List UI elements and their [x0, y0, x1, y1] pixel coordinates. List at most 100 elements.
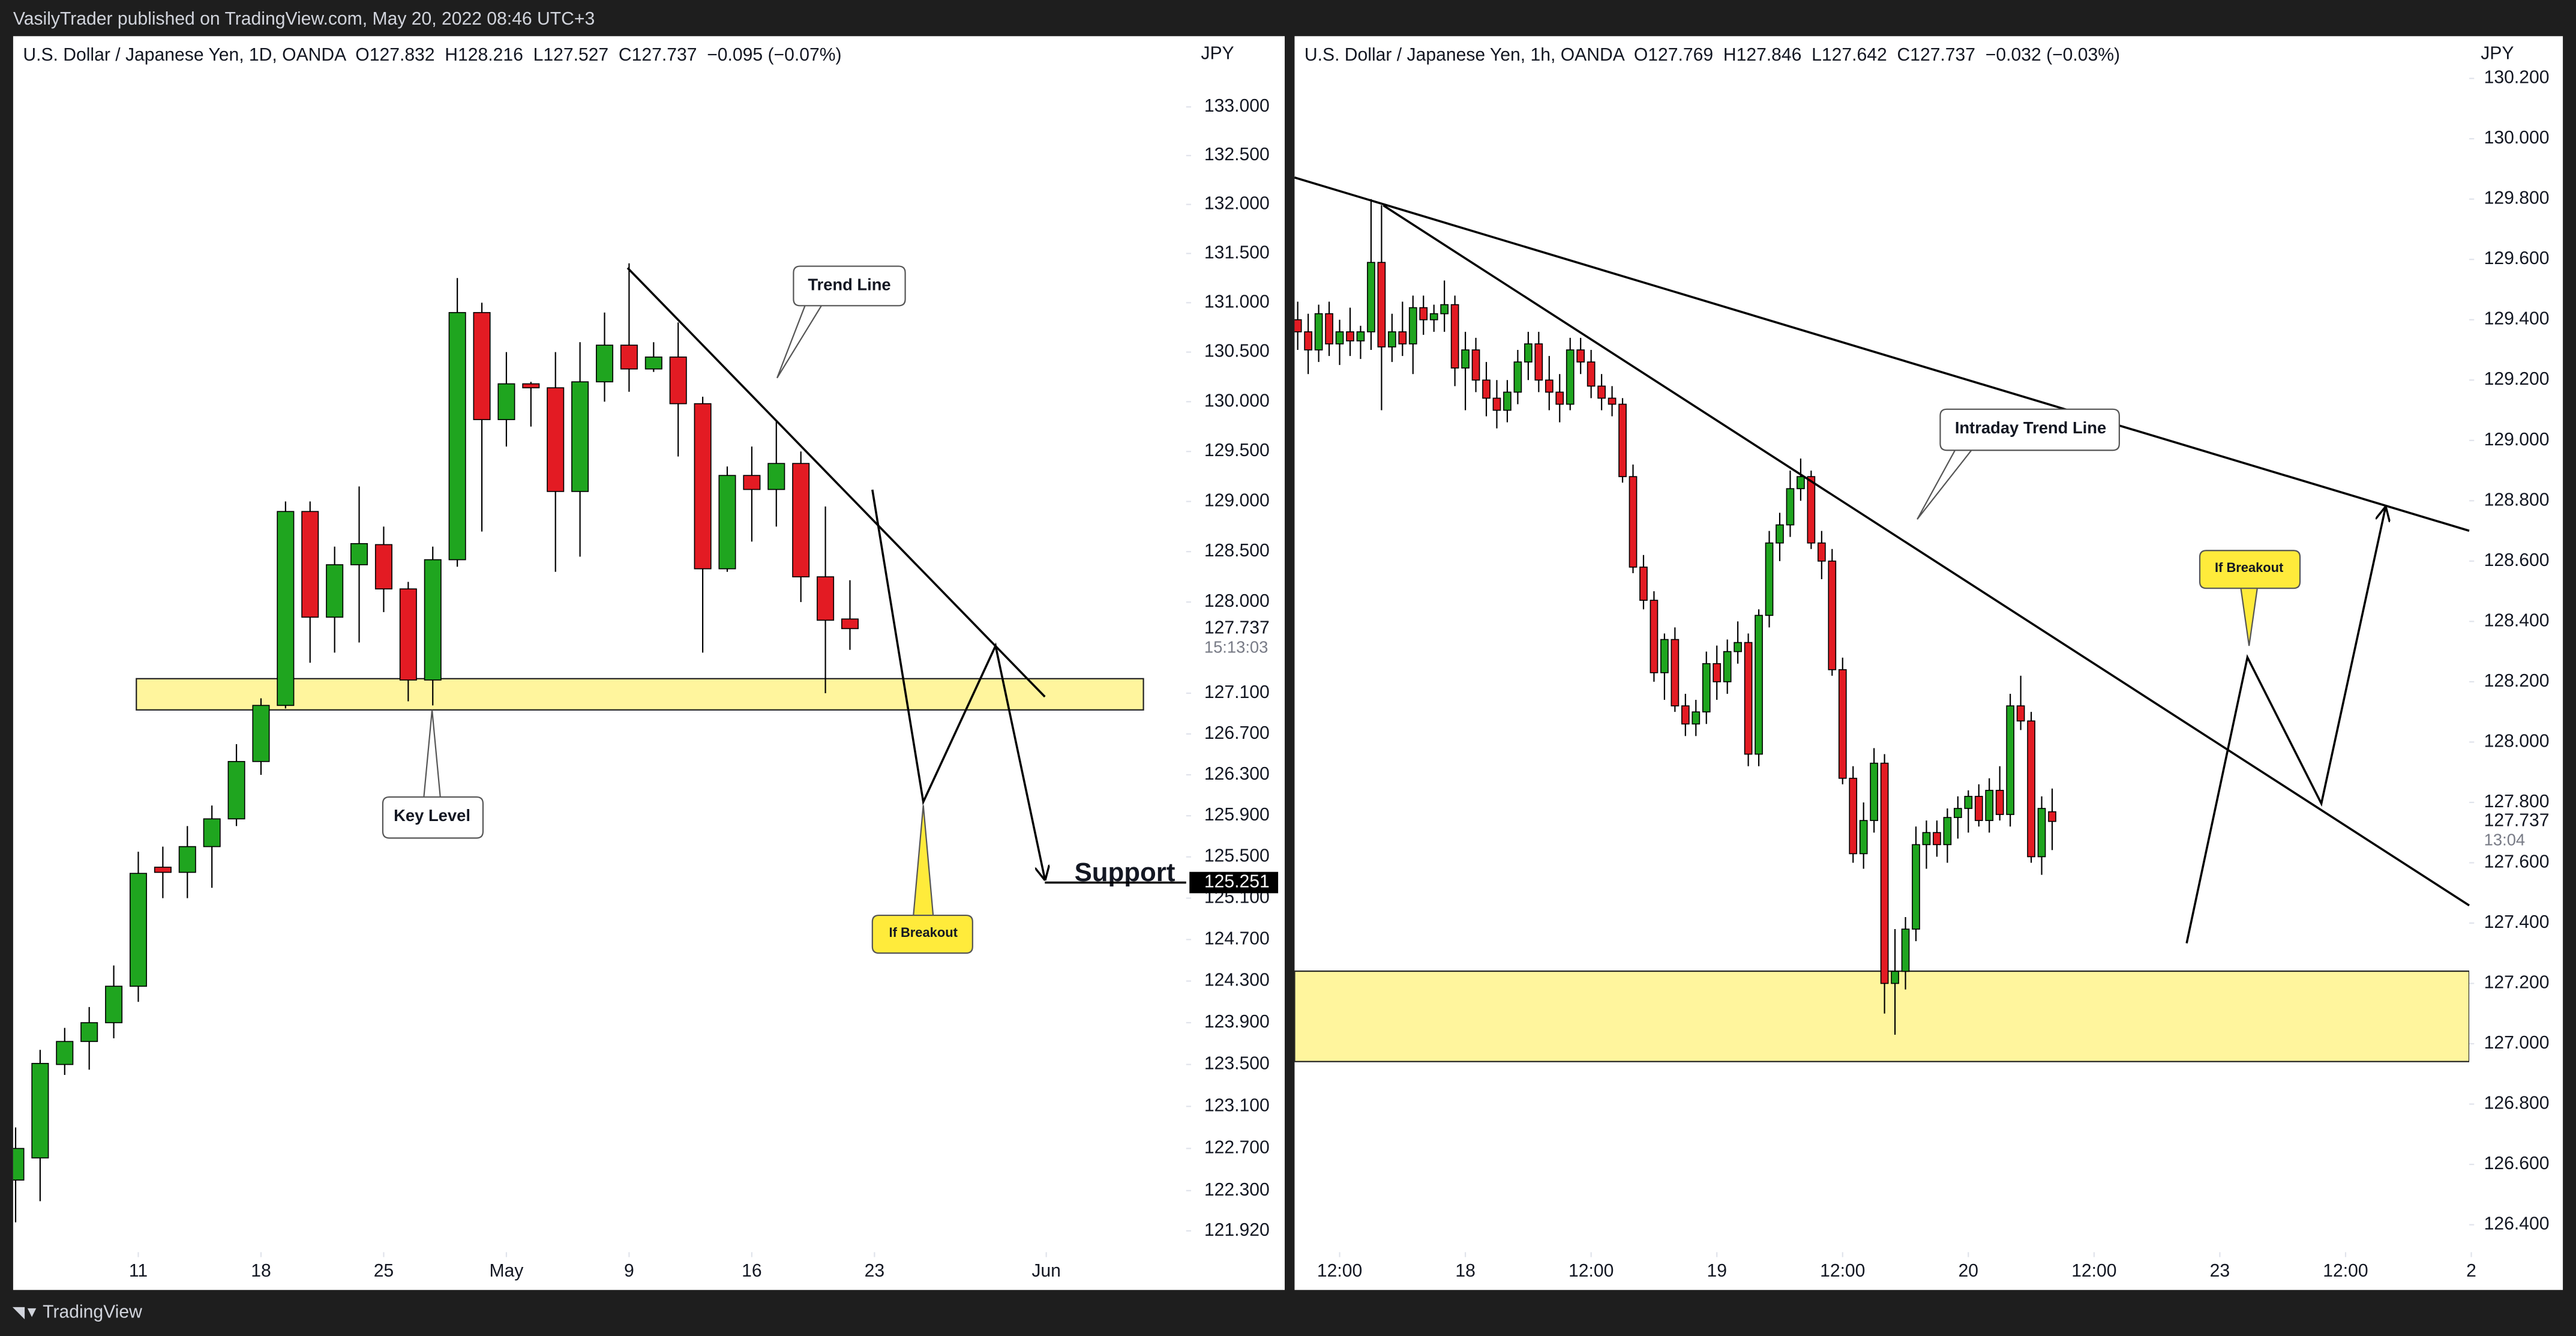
- candle-body: [1901, 928, 1910, 972]
- candle-body: [1817, 542, 1826, 562]
- x-tick-label: 12:00: [1317, 1261, 1362, 1281]
- candle-body: [277, 511, 295, 706]
- candle-body: [1681, 705, 1690, 725]
- candle-body: [1870, 762, 1878, 821]
- y-tick-label: 127.100: [1204, 682, 1270, 702]
- x-tick-label: 23: [865, 1261, 884, 1281]
- candle-body: [2037, 808, 2046, 858]
- y-tick-label: 127.000: [2484, 1033, 2550, 1053]
- candle-body: [1755, 615, 1763, 755]
- candle-body: [1471, 349, 1480, 381]
- y-tick-label: 126.400: [2484, 1214, 2550, 1234]
- x-tick-label: 19: [1707, 1261, 1727, 1281]
- candle-body: [473, 311, 491, 420]
- candle-body: [178, 846, 196, 873]
- countdown: 15:13:03: [1204, 637, 1268, 656]
- x-tick-label: 12:00: [1820, 1261, 1865, 1281]
- candle-body: [1367, 262, 1375, 332]
- candle-body: [1765, 542, 1774, 616]
- right-drawings: [1294, 199, 2470, 1062]
- candle-body: [1555, 391, 1564, 405]
- y-tick-label: 131.500: [1204, 242, 1270, 262]
- y-tick-label: 128.200: [2484, 671, 2550, 691]
- candle-body: [1440, 304, 1449, 314]
- candle-body: [1797, 476, 1805, 490]
- candle-body: [767, 463, 785, 490]
- y-tick-label: 128.800: [2484, 490, 2550, 510]
- annotation: Key Level: [394, 806, 470, 825]
- y-tick-label: 126.600: [2484, 1154, 2550, 1173]
- y-tick-label: 129.500: [1204, 441, 1270, 460]
- annotation: If Breakout: [889, 925, 958, 940]
- candle-body: [1545, 379, 1554, 393]
- candle-body: [252, 705, 270, 762]
- y-tick-label: 122.300: [1204, 1180, 1270, 1200]
- candle-body: [1838, 669, 1847, 779]
- candle-body: [1859, 820, 1868, 855]
- axis-unit: JPY: [2481, 43, 2514, 63]
- chart-title: U.S. Dollar / Japanese Yen, 1D, OANDA O1…: [23, 45, 841, 65]
- y-tick-label: 128.400: [2484, 610, 2550, 630]
- candle-body: [1922, 832, 1931, 846]
- candle-body: [841, 618, 859, 630]
- candle-body: [1304, 331, 1312, 351]
- candle-body: [1964, 796, 1973, 809]
- candle-body: [1933, 832, 1941, 846]
- candle-body: [1849, 777, 1858, 855]
- candle-body: [1314, 313, 1323, 351]
- candle-body: [326, 564, 344, 618]
- y-tick-label: 128.600: [2484, 550, 2550, 570]
- candle-body: [1356, 331, 1365, 342]
- candle-body: [1294, 319, 1302, 332]
- candle-body: [154, 867, 172, 873]
- candle-body: [1461, 349, 1470, 369]
- candle-body: [792, 463, 810, 577]
- candle-body: [227, 760, 245, 820]
- candle-body: [1566, 349, 1575, 405]
- candle-body: [350, 543, 368, 565]
- x-tick-label: 23: [2210, 1261, 2230, 1281]
- candle-body: [2027, 720, 2035, 858]
- candle-body: [669, 357, 687, 405]
- y-tick-label: 124.700: [1204, 928, 1270, 948]
- x-tick-label: 20: [1959, 1261, 1979, 1281]
- candle-body: [1639, 567, 1648, 601]
- candle-body: [1912, 844, 1920, 930]
- y-tick-label: 130.000: [2484, 128, 2550, 148]
- candle-body: [13, 1148, 25, 1181]
- callout: [871, 805, 973, 954]
- candle-body: [31, 1063, 49, 1159]
- candle-body: [1346, 331, 1354, 342]
- candle-body: [644, 357, 662, 370]
- candle-body: [1713, 663, 1722, 682]
- candle-body: [1408, 307, 1417, 345]
- candle-body: [1776, 524, 1784, 544]
- candle-body: [1954, 808, 1962, 818]
- candle-body: [1671, 639, 1680, 706]
- trend-line: [626, 267, 1046, 698]
- candle-body: [1807, 476, 1816, 544]
- y-tick-label: 128.500: [1204, 541, 1270, 561]
- candle-body: [1660, 639, 1669, 673]
- x-tick-label: Jun: [1031, 1261, 1061, 1281]
- candle-body: [1734, 642, 1742, 652]
- candle-body: [80, 1022, 98, 1043]
- candle-body: [2006, 705, 2015, 815]
- candle-body: [1513, 361, 1522, 393]
- path-arrow: [2185, 508, 2385, 943]
- x-tick-label: 2: [2466, 1261, 2476, 1281]
- candle-body: [1398, 331, 1407, 345]
- candle-body: [817, 576, 835, 621]
- candle-body: [1335, 331, 1344, 345]
- axis-unit: JPY: [1201, 43, 1234, 63]
- candle-body: [1388, 331, 1396, 348]
- chart-title: U.S. Dollar / Japanese Yen, 1h, OANDA O1…: [1305, 45, 2120, 65]
- candle-body: [129, 873, 147, 987]
- y-tick-label: 125.500: [1204, 846, 1270, 866]
- y-tick-label: 129.400: [2484, 309, 2550, 329]
- candle-body: [374, 544, 392, 590]
- candle-body: [1943, 817, 1952, 846]
- y-tick-label: 123.500: [1204, 1054, 1270, 1074]
- support-zone: [1294, 970, 2470, 1062]
